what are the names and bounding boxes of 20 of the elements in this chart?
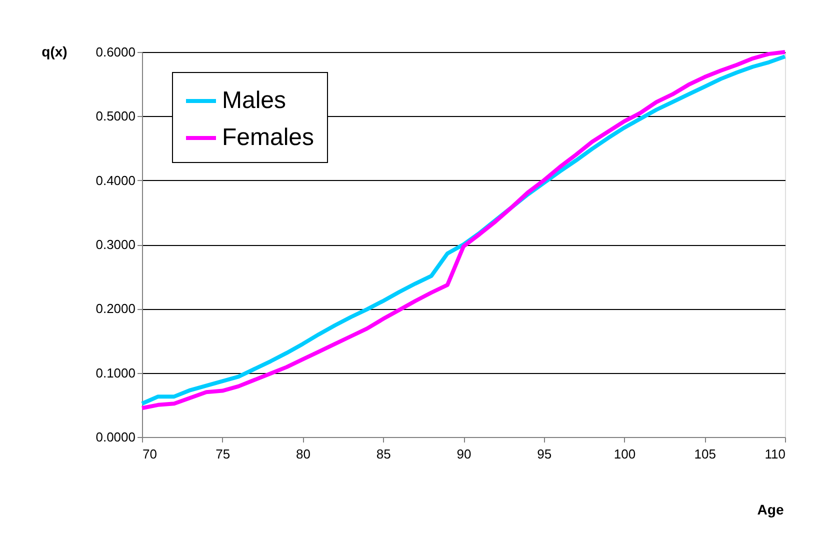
x-tick-label: 100 bbox=[614, 446, 636, 462]
x-tick-label: 80 bbox=[296, 446, 310, 462]
x-tick-label: 90 bbox=[456, 446, 472, 462]
x-tick-label: 95 bbox=[537, 446, 552, 462]
legend-label: Females bbox=[222, 124, 314, 151]
x-tick-label: 85 bbox=[376, 446, 391, 462]
y-tick-label: 0.0000 bbox=[96, 430, 136, 444]
y-tick-label: 0.3000 bbox=[96, 237, 136, 252]
x-tick-label: 70 bbox=[142, 446, 157, 462]
x-tick-label: 110 bbox=[764, 446, 786, 462]
y-tick-label: 0.2000 bbox=[96, 301, 136, 316]
x-axis-title: Age bbox=[757, 502, 784, 518]
x-tick-label: 105 bbox=[694, 446, 716, 462]
y-tick-label: 0.4000 bbox=[96, 172, 136, 188]
y-tick-label: 0.6000 bbox=[96, 44, 136, 60]
y-axis-title: q(x) bbox=[42, 44, 68, 60]
x-tick-label: 75 bbox=[216, 446, 230, 462]
y-tick-label: 0.1000 bbox=[96, 365, 136, 380]
legend-label: Males bbox=[222, 87, 286, 114]
y-tick-label: 0.5000 bbox=[96, 108, 136, 124]
